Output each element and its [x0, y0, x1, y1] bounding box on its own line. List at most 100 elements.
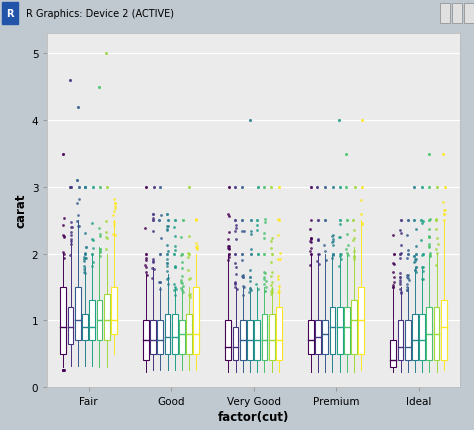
- Point: [275, 184, 283, 191]
- Bar: [68, 307, 73, 344]
- Point: [141, 262, 148, 269]
- Point: [268, 289, 276, 295]
- Point: [313, 258, 321, 265]
- Point: [96, 246, 103, 253]
- Point: [232, 280, 239, 287]
- Bar: [104, 294, 109, 341]
- Point: [178, 273, 186, 280]
- Point: [307, 246, 315, 252]
- Point: [433, 235, 441, 242]
- Point: [142, 184, 150, 191]
- Point: [253, 227, 261, 234]
- Point: [307, 235, 314, 242]
- Point: [186, 291, 194, 298]
- Point: [246, 274, 254, 281]
- Bar: [164, 314, 170, 354]
- Point: [342, 246, 350, 253]
- Point: [89, 184, 97, 191]
- Point: [337, 234, 344, 241]
- Point: [410, 217, 418, 224]
- Point: [171, 251, 178, 258]
- Point: [67, 236, 74, 243]
- Point: [67, 237, 75, 244]
- Point: [179, 283, 186, 290]
- Point: [238, 184, 246, 191]
- Bar: [262, 314, 267, 360]
- Point: [171, 217, 178, 224]
- Point: [81, 184, 89, 191]
- Point: [337, 252, 344, 258]
- Point: [67, 241, 74, 248]
- Point: [111, 200, 119, 207]
- Point: [74, 223, 82, 230]
- Point: [96, 84, 103, 91]
- Point: [238, 217, 246, 224]
- Point: [403, 232, 411, 239]
- Point: [67, 224, 74, 231]
- Y-axis label: carat: carat: [15, 194, 27, 228]
- Point: [82, 244, 90, 251]
- Point: [164, 248, 172, 255]
- Point: [225, 243, 233, 250]
- Point: [267, 238, 275, 245]
- Point: [186, 275, 194, 282]
- Point: [410, 252, 418, 259]
- Point: [111, 206, 118, 212]
- Point: [268, 279, 276, 286]
- Point: [246, 286, 254, 292]
- Point: [224, 236, 231, 243]
- Point: [171, 264, 179, 271]
- Point: [404, 247, 411, 254]
- Point: [274, 276, 282, 283]
- Bar: [391, 341, 396, 367]
- Point: [329, 232, 337, 239]
- Point: [81, 263, 88, 270]
- Point: [239, 274, 247, 281]
- Bar: [90, 301, 95, 341]
- Point: [102, 246, 110, 253]
- Point: [81, 184, 89, 191]
- Point: [350, 217, 357, 224]
- Point: [184, 250, 192, 257]
- Point: [267, 273, 275, 280]
- Point: [350, 236, 358, 243]
- Point: [260, 281, 267, 288]
- Point: [240, 274, 247, 281]
- Point: [439, 199, 447, 206]
- Point: [186, 251, 193, 258]
- Point: [150, 266, 157, 273]
- Bar: [452, 4, 462, 24]
- Point: [398, 289, 405, 295]
- Point: [397, 250, 404, 257]
- Point: [177, 279, 185, 286]
- Bar: [97, 301, 102, 341]
- Point: [185, 233, 192, 240]
- Bar: [322, 320, 328, 354]
- Point: [439, 150, 447, 157]
- Point: [335, 263, 343, 270]
- Point: [419, 276, 427, 283]
- Point: [314, 217, 322, 224]
- Point: [67, 219, 75, 226]
- Point: [412, 269, 419, 276]
- Point: [425, 150, 432, 157]
- Point: [427, 252, 434, 258]
- Point: [80, 256, 88, 263]
- Point: [179, 217, 186, 224]
- Point: [231, 228, 239, 235]
- Point: [164, 260, 171, 267]
- Point: [97, 253, 104, 260]
- Point: [149, 227, 157, 234]
- Point: [389, 231, 397, 238]
- Point: [403, 287, 410, 294]
- Point: [61, 255, 68, 262]
- Point: [307, 235, 315, 242]
- Point: [247, 251, 255, 258]
- Point: [418, 220, 426, 227]
- Point: [184, 267, 192, 273]
- Point: [96, 233, 103, 240]
- Point: [163, 211, 171, 218]
- Point: [246, 117, 254, 124]
- Point: [157, 212, 165, 219]
- Point: [314, 237, 322, 244]
